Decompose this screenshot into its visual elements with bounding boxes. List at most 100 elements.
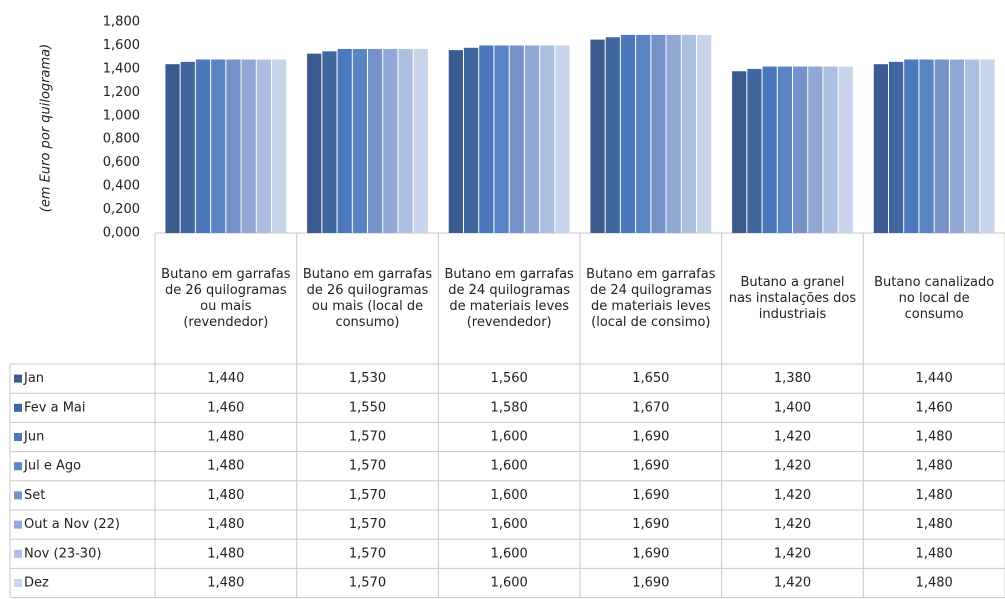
bar: [307, 53, 322, 234]
bar: [838, 66, 853, 234]
value-label: 1,570: [349, 459, 386, 474]
value-label: 1,600: [491, 517, 528, 532]
bar: [322, 51, 337, 233]
value-label: 1,400: [774, 400, 811, 415]
value-label: 1,480: [207, 430, 244, 445]
value-label: 1,420: [774, 546, 811, 561]
value-label: 1,570: [349, 430, 386, 445]
bar: [226, 59, 241, 234]
bar: [555, 45, 570, 233]
value-label: 1,460: [207, 400, 244, 415]
bar: [195, 59, 211, 234]
bar: [949, 59, 965, 234]
value-label: 1,690: [632, 459, 669, 474]
x-tick-label: Butano canalizado no local de consumo: [874, 274, 995, 322]
bar: [605, 37, 620, 233]
legend-key: [14, 462, 22, 471]
y-tick-label: 0,600: [103, 155, 140, 170]
legend-label: Set: [24, 488, 45, 503]
value-label: 1,560: [491, 371, 528, 386]
bar: [808, 66, 823, 234]
bar: [413, 48, 428, 233]
value-label: 1,480: [207, 517, 244, 532]
bar: [524, 45, 540, 233]
value-label: 1,480: [916, 488, 953, 503]
y-tick-label: 0,200: [103, 202, 140, 217]
x-tick-label: Butano em garrafas de 24 quilogramas de …: [586, 266, 716, 330]
value-label: 1,690: [632, 488, 669, 503]
legend-label: Nov (23-30): [24, 546, 101, 561]
legend-key: [14, 491, 22, 500]
bar: [398, 48, 413, 233]
value-label: 1,480: [207, 459, 244, 474]
legend-label: Dez: [24, 576, 49, 591]
value-label: 1,480: [916, 517, 953, 532]
y-tick-label: 0,800: [103, 132, 140, 147]
bar: [165, 64, 180, 233]
bar: [368, 48, 383, 233]
bar: [211, 59, 226, 234]
legend-label: Jun: [23, 430, 44, 445]
value-label: 1,570: [349, 546, 386, 561]
bar: [666, 34, 681, 234]
value-label: 1,420: [774, 488, 811, 503]
bar: [352, 48, 367, 233]
value-label: 1,480: [916, 576, 953, 591]
bar: [823, 66, 838, 234]
value-label: 1,570: [349, 576, 386, 591]
value-label: 1,690: [632, 546, 669, 561]
bar: [509, 45, 524, 233]
value-label: 1,420: [774, 517, 811, 532]
category-cell: Butano em garrafas de 24 quilogramas de …: [586, 266, 716, 330]
bar: [888, 61, 904, 233]
value-label: 1,480: [207, 576, 244, 591]
bar: [919, 59, 934, 234]
bar: [383, 48, 398, 233]
value-label: 1,420: [774, 576, 811, 591]
value-label: 1,550: [349, 400, 386, 415]
bar: [337, 48, 352, 233]
bar: [732, 71, 747, 233]
x-tick-label: Butano em garrafas de 26 quilogramas ou …: [302, 266, 433, 330]
value-label: 1,580: [491, 400, 528, 415]
bar: [272, 59, 287, 234]
bar: [180, 61, 195, 233]
bar: [651, 34, 666, 234]
bar: [762, 66, 777, 234]
bar: [448, 50, 463, 234]
bar: [494, 45, 509, 233]
bar: [620, 34, 636, 234]
legend-label: Fev a Mai: [24, 400, 85, 415]
y-tick-label: 1,600: [103, 38, 140, 53]
value-label: 1,440: [207, 371, 244, 386]
value-label: 1,690: [632, 576, 669, 591]
y-tick-label: 0,400: [103, 179, 140, 194]
bar: [697, 34, 712, 234]
value-label: 1,480: [207, 488, 244, 503]
value-label: 1,570: [349, 517, 386, 532]
bar: [479, 45, 494, 233]
value-label: 1,480: [916, 546, 953, 561]
value-label: 1,460: [916, 400, 953, 415]
legend-key: [14, 403, 22, 412]
bar: [590, 39, 605, 234]
y-tick-label: 1,200: [103, 85, 140, 100]
y-tick-label: 1,400: [103, 61, 140, 76]
bar: [681, 34, 697, 234]
value-label: 1,440: [916, 371, 953, 386]
value-label: 1,600: [491, 576, 528, 591]
y-tick-label: 1,800: [103, 15, 140, 30]
value-label: 1,650: [632, 371, 669, 386]
x-tick-label: Butano a granel nas instalações dos indu…: [728, 274, 857, 322]
bar: [873, 64, 888, 233]
category-cell: Butano em garrafas de 26 quilogramas ou …: [302, 266, 433, 330]
bar: [540, 45, 555, 233]
value-label: 1,530: [349, 371, 386, 386]
bar: [636, 34, 651, 234]
category-cell: Butano em garrafas de 24 quilogramas de …: [445, 267, 574, 330]
x-tick-label: Butano em garrafas de 26 quilogramas ou …: [161, 266, 291, 330]
bar: [777, 66, 792, 234]
value-label: 1,420: [774, 459, 811, 474]
